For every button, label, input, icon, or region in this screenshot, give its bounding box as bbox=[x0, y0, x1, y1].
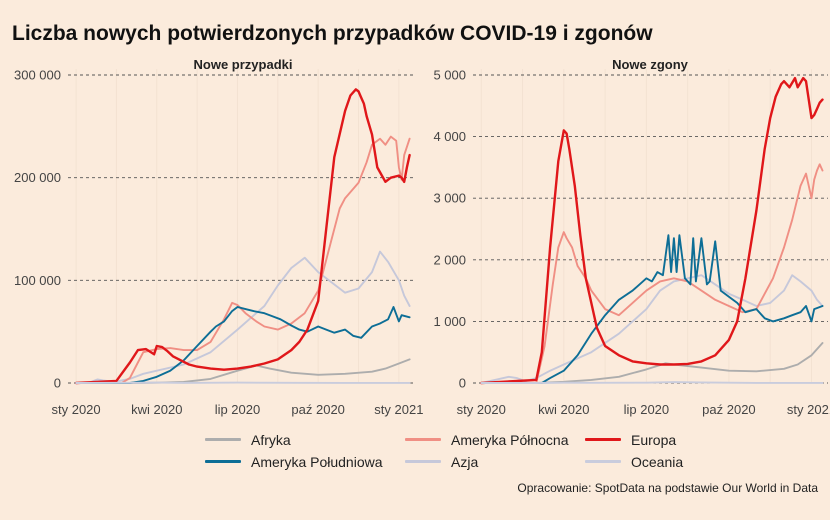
legend-swatch bbox=[585, 438, 621, 441]
series-line-ameryka-północna bbox=[480, 163, 824, 384]
y-tick-label: 200 000 bbox=[14, 170, 61, 185]
panel-title: Nowe przypadki bbox=[194, 57, 293, 72]
series-line-europa bbox=[480, 76, 824, 385]
y-tick-label: 100 000 bbox=[14, 273, 61, 288]
y-tick-label: 5 000 bbox=[433, 68, 466, 83]
legend-swatch bbox=[205, 438, 241, 441]
legend-swatch bbox=[405, 438, 441, 441]
series-line-ameryka-południowa bbox=[75, 306, 411, 384]
panel-new-deaths: Nowe zgony 0 1 000 2 000 3 000 4 000 5 000 sty … bbox=[433, 57, 830, 417]
legend-item: Oceania bbox=[585, 452, 765, 471]
x-tick-label: kwi 2020 bbox=[131, 402, 182, 417]
legend-label: Ameryka Północna bbox=[451, 431, 569, 448]
legend-item: Afryka bbox=[205, 430, 405, 449]
legend-item: Ameryka Północna bbox=[405, 430, 585, 449]
legend-label: Ameryka Południowa bbox=[251, 453, 383, 470]
source-note: Opracowanie: SpotData na podstawie Our W… bbox=[517, 481, 818, 495]
series-line-ameryka-południowa bbox=[480, 234, 824, 384]
legend-item: Azja bbox=[405, 452, 585, 471]
x-tick-label: lip 2020 bbox=[215, 402, 261, 417]
legend-swatch bbox=[585, 460, 621, 463]
y-tick-label: 4 000 bbox=[433, 129, 466, 144]
y-tick-label: 300 000 bbox=[14, 68, 61, 83]
series-line-oceania bbox=[480, 381, 824, 384]
panel-new-cases: Nowe przypadki 0 100 000 200 000 300 000 sty … bbox=[14, 57, 423, 417]
x-tick-label: lip 2020 bbox=[624, 402, 670, 417]
legend-item: Ameryka Południowa bbox=[205, 452, 405, 471]
y-tick-label: 0 bbox=[54, 376, 61, 391]
y-tick-label: 3 000 bbox=[433, 191, 466, 206]
legend-label: Europa bbox=[631, 431, 677, 448]
x-tick-label: sty 2020 bbox=[457, 402, 506, 417]
x-tick-label: kwi 2020 bbox=[538, 402, 589, 417]
series-line-azja bbox=[75, 250, 411, 384]
x-tick-label: paź 2020 bbox=[291, 402, 345, 417]
x-tick-label: sty 2020 bbox=[51, 402, 100, 417]
series-line-europa bbox=[74, 88, 411, 385]
legend: Afryka Ameryka Północna Europa Ameryka Połu… bbox=[205, 430, 765, 471]
legend-item: Europa bbox=[585, 430, 765, 449]
x-tick-label: paź 2020 bbox=[702, 402, 756, 417]
y-tick-label: 1 000 bbox=[433, 314, 466, 329]
panel-title: Nowe zgony bbox=[612, 57, 689, 72]
legend-label: Afryka bbox=[251, 431, 291, 448]
x-tick-label: sty 2021 bbox=[374, 402, 423, 417]
y-tick-label: 0 bbox=[459, 376, 466, 391]
legend-swatch bbox=[205, 460, 241, 463]
page-title: Liczba nowych potwierdzonych przypadków … bbox=[12, 22, 653, 45]
legend-label: Oceania bbox=[631, 453, 684, 470]
series-line-ameryka-północna bbox=[75, 135, 411, 384]
x-tick-label: sty 2021 bbox=[787, 402, 830, 417]
y-tick-label: 2 000 bbox=[433, 252, 466, 267]
legend-label: Azja bbox=[451, 453, 479, 470]
legend-swatch bbox=[405, 460, 441, 463]
